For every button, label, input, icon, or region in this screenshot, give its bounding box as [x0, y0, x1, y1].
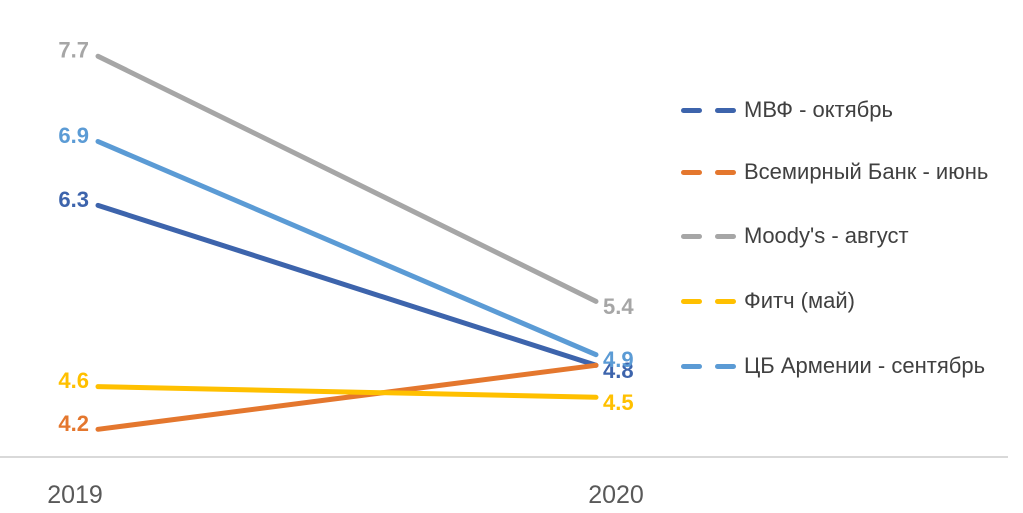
legend-label: ЦБ Армении - сентябрь: [744, 353, 986, 378]
legend-item-imf: МВФ - октябрь: [681, 95, 893, 125]
legend-dash-icon: [681, 233, 702, 239]
legend-item-world-bank: Всемирный Банк - июнь: [681, 157, 988, 187]
legend-item-moodys: Moody's - август: [681, 221, 909, 251]
legend-dash-icon: [715, 363, 736, 369]
series-line-1: [95, 362, 599, 432]
legend-dash-icon: [681, 169, 702, 175]
data-label-series-2: 7.7: [58, 38, 89, 63]
data-label-series-1: 4.2: [58, 411, 89, 436]
series-line-4: [95, 139, 599, 358]
x-axis-label-2020: 2020: [588, 481, 644, 509]
legend-dash-icon: [715, 107, 736, 113]
data-label-series-0: 6.3: [58, 187, 89, 212]
x-axis-line: [0, 456, 1008, 458]
data-label-series-4: 6.9: [58, 123, 89, 148]
legend-label: Moody's - август: [744, 223, 909, 248]
legend-label: МВФ - октябрь: [744, 97, 893, 122]
data-label-series-2: 5.4: [603, 294, 634, 319]
legend-dash-icon: [681, 363, 702, 369]
x-axis-label-2019: 2019: [47, 481, 103, 509]
legend-dash-icon: [681, 298, 702, 304]
legend-dash-icon: [715, 233, 736, 239]
legend-dash-icon: [715, 169, 736, 175]
data-label-series-4: 4.9: [603, 347, 634, 372]
data-label-series-3: 4.5: [603, 390, 634, 415]
series-line-0: [95, 202, 599, 368]
data-label-series-0: 4.8: [603, 358, 634, 383]
legend-label: Всемирный Банк - июнь: [744, 159, 989, 184]
legend-item-fitch: Фитч (май): [681, 286, 855, 316]
legend-item-cba: ЦБ Армении - сентябрь: [681, 351, 985, 381]
data-label-series-3: 4.6: [58, 368, 89, 393]
legend-label: Фитч (май): [744, 288, 855, 313]
series-line-2: [95, 53, 599, 304]
series-line-3: [95, 384, 599, 400]
legend-dash-icon: [715, 298, 736, 304]
legend-dash-icon: [681, 107, 702, 113]
